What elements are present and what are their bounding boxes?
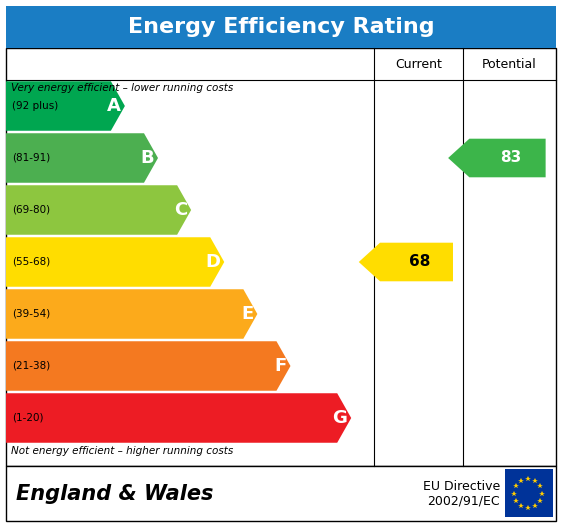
Bar — [6, 48, 556, 466]
Text: F: F — [274, 357, 287, 375]
Text: England & Wales: England & Wales — [16, 483, 214, 503]
Bar — [6, 466, 556, 521]
Bar — [6, 6, 556, 48]
Polygon shape — [359, 243, 453, 281]
Text: (55-68): (55-68) — [12, 257, 50, 267]
Text: (69-80): (69-80) — [12, 205, 50, 215]
Polygon shape — [448, 139, 546, 177]
Text: (39-54): (39-54) — [12, 309, 50, 319]
Text: G: G — [332, 409, 347, 427]
Text: Very energy efficient – lower running costs: Very energy efficient – lower running co… — [11, 83, 233, 93]
Polygon shape — [6, 133, 158, 183]
Text: D: D — [205, 253, 220, 271]
Text: (92 plus): (92 plus) — [12, 101, 58, 111]
Text: (1-20): (1-20) — [12, 413, 43, 423]
Polygon shape — [6, 341, 291, 391]
Text: EU Directive: EU Directive — [423, 480, 500, 493]
Text: 83: 83 — [500, 151, 522, 165]
Text: B: B — [140, 149, 154, 167]
Text: (81-91): (81-91) — [12, 153, 50, 163]
Polygon shape — [6, 81, 125, 131]
Text: Current: Current — [395, 57, 442, 71]
Text: Energy Efficiency Rating: Energy Efficiency Rating — [128, 17, 434, 37]
Text: 68: 68 — [409, 255, 430, 269]
Text: C: C — [174, 201, 187, 219]
Text: 2002/91/EC: 2002/91/EC — [427, 494, 500, 507]
Bar — [505, 469, 553, 516]
Text: Potential: Potential — [482, 57, 537, 71]
Polygon shape — [6, 237, 224, 287]
Polygon shape — [6, 393, 351, 443]
Text: E: E — [241, 305, 253, 323]
Text: (21-38): (21-38) — [12, 361, 50, 371]
Polygon shape — [6, 289, 257, 339]
Polygon shape — [6, 186, 191, 235]
Text: A: A — [107, 97, 121, 115]
Text: Not energy efficient – higher running costs: Not energy efficient – higher running co… — [11, 446, 233, 456]
